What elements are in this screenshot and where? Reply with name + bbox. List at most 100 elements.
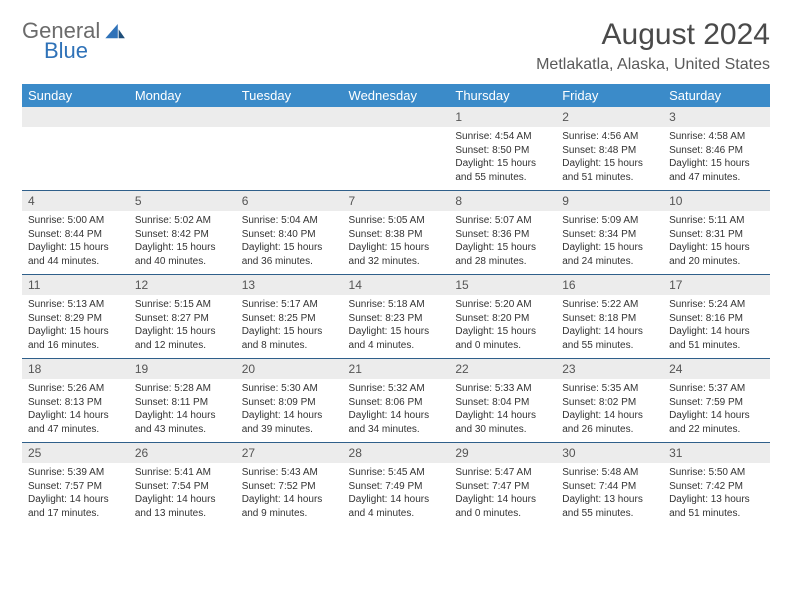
day-ss: Sunset: 8:20 PM bbox=[455, 312, 550, 326]
day-ss: Sunset: 7:44 PM bbox=[562, 480, 657, 494]
day-d2: and 51 minutes. bbox=[669, 507, 764, 521]
day-d1: Daylight: 14 hours bbox=[135, 409, 230, 423]
day-ss: Sunset: 8:16 PM bbox=[669, 312, 764, 326]
day-d1: Daylight: 15 hours bbox=[562, 241, 657, 255]
day-d1: Daylight: 15 hours bbox=[28, 325, 123, 339]
week-daynum-row: 45678910 bbox=[22, 191, 770, 212]
day-detail-cell: Sunrise: 5:07 AMSunset: 8:36 PMDaylight:… bbox=[449, 211, 556, 275]
day-d1: Daylight: 14 hours bbox=[135, 493, 230, 507]
day-detail-cell: Sunrise: 5:09 AMSunset: 8:34 PMDaylight:… bbox=[556, 211, 663, 275]
day-number-cell: 12 bbox=[129, 275, 236, 296]
day-sr: Sunrise: 5:07 AM bbox=[455, 214, 550, 228]
day-ss: Sunset: 8:25 PM bbox=[242, 312, 337, 326]
day-detail-cell: Sunrise: 5:35 AMSunset: 8:02 PMDaylight:… bbox=[556, 379, 663, 443]
day-d1: Daylight: 15 hours bbox=[455, 157, 550, 171]
day-number-cell: 25 bbox=[22, 443, 129, 464]
day-detail-cell: Sunrise: 5:45 AMSunset: 7:49 PMDaylight:… bbox=[343, 463, 450, 526]
day-ss: Sunset: 8:18 PM bbox=[562, 312, 657, 326]
day-d1: Daylight: 15 hours bbox=[242, 241, 337, 255]
day-d2: and 28 minutes. bbox=[455, 255, 550, 269]
day-number-cell: 11 bbox=[22, 275, 129, 296]
week-detail-row: Sunrise: 4:54 AMSunset: 8:50 PMDaylight:… bbox=[22, 127, 770, 191]
day-d1: Daylight: 13 hours bbox=[562, 493, 657, 507]
day-sr: Sunrise: 5:43 AM bbox=[242, 466, 337, 480]
day-number-cell: 4 bbox=[22, 191, 129, 212]
day-number-cell: 16 bbox=[556, 275, 663, 296]
day-ss: Sunset: 7:54 PM bbox=[135, 480, 230, 494]
day-d1: Daylight: 14 hours bbox=[28, 409, 123, 423]
day-sr: Sunrise: 5:24 AM bbox=[669, 298, 764, 312]
day-sr: Sunrise: 5:47 AM bbox=[455, 466, 550, 480]
day-header: Wednesday bbox=[343, 84, 450, 107]
day-number-cell: 8 bbox=[449, 191, 556, 212]
day-d1: Daylight: 14 hours bbox=[349, 409, 444, 423]
day-d2: and 20 minutes. bbox=[669, 255, 764, 269]
day-d2: and 24 minutes. bbox=[562, 255, 657, 269]
day-sr: Sunrise: 5:45 AM bbox=[349, 466, 444, 480]
day-d1: Daylight: 15 hours bbox=[455, 325, 550, 339]
day-detail-cell: Sunrise: 5:24 AMSunset: 8:16 PMDaylight:… bbox=[663, 295, 770, 359]
day-number-cell: 18 bbox=[22, 359, 129, 380]
day-d2: and 4 minutes. bbox=[349, 339, 444, 353]
day-ss: Sunset: 8:13 PM bbox=[28, 396, 123, 410]
day-sr: Sunrise: 5:32 AM bbox=[349, 382, 444, 396]
day-ss: Sunset: 8:27 PM bbox=[135, 312, 230, 326]
day-ss: Sunset: 7:52 PM bbox=[242, 480, 337, 494]
day-detail-cell: Sunrise: 5:13 AMSunset: 8:29 PMDaylight:… bbox=[22, 295, 129, 359]
day-d2: and 34 minutes. bbox=[349, 423, 444, 437]
calendar-table: Sunday Monday Tuesday Wednesday Thursday… bbox=[22, 84, 770, 526]
day-number-cell: 1 bbox=[449, 107, 556, 127]
day-number-cell: 2 bbox=[556, 107, 663, 127]
day-number-cell bbox=[236, 107, 343, 127]
day-detail-cell: Sunrise: 5:00 AMSunset: 8:44 PMDaylight:… bbox=[22, 211, 129, 275]
day-detail-cell: Sunrise: 5:43 AMSunset: 7:52 PMDaylight:… bbox=[236, 463, 343, 526]
day-sr: Sunrise: 4:56 AM bbox=[562, 130, 657, 144]
day-ss: Sunset: 7:42 PM bbox=[669, 480, 764, 494]
day-number-cell: 27 bbox=[236, 443, 343, 464]
day-ss: Sunset: 8:40 PM bbox=[242, 228, 337, 242]
day-number-cell bbox=[129, 107, 236, 127]
day-ss: Sunset: 8:34 PM bbox=[562, 228, 657, 242]
day-ss: Sunset: 8:44 PM bbox=[28, 228, 123, 242]
day-d1: Daylight: 14 hours bbox=[669, 409, 764, 423]
day-detail-cell: Sunrise: 5:26 AMSunset: 8:13 PMDaylight:… bbox=[22, 379, 129, 443]
day-sr: Sunrise: 5:02 AM bbox=[135, 214, 230, 228]
day-d2: and 51 minutes. bbox=[562, 171, 657, 185]
day-header: Sunday bbox=[22, 84, 129, 107]
day-detail-cell: Sunrise: 5:32 AMSunset: 8:06 PMDaylight:… bbox=[343, 379, 450, 443]
week-detail-row: Sunrise: 5:26 AMSunset: 8:13 PMDaylight:… bbox=[22, 379, 770, 443]
day-d1: Daylight: 15 hours bbox=[135, 325, 230, 339]
day-d1: Daylight: 15 hours bbox=[349, 325, 444, 339]
day-d2: and 51 minutes. bbox=[669, 339, 764, 353]
week-daynum-row: 123 bbox=[22, 107, 770, 127]
day-detail-cell: Sunrise: 5:22 AMSunset: 8:18 PMDaylight:… bbox=[556, 295, 663, 359]
day-sr: Sunrise: 5:26 AM bbox=[28, 382, 123, 396]
day-sr: Sunrise: 5:35 AM bbox=[562, 382, 657, 396]
day-header: Monday bbox=[129, 84, 236, 107]
week-daynum-row: 18192021222324 bbox=[22, 359, 770, 380]
day-number-cell: 23 bbox=[556, 359, 663, 380]
day-detail-cell: Sunrise: 5:28 AMSunset: 8:11 PMDaylight:… bbox=[129, 379, 236, 443]
day-d2: and 13 minutes. bbox=[135, 507, 230, 521]
day-sr: Sunrise: 5:09 AM bbox=[562, 214, 657, 228]
day-ss: Sunset: 8:36 PM bbox=[455, 228, 550, 242]
day-detail-cell: Sunrise: 4:54 AMSunset: 8:50 PMDaylight:… bbox=[449, 127, 556, 191]
day-d2: and 17 minutes. bbox=[28, 507, 123, 521]
day-detail-cell bbox=[236, 127, 343, 191]
day-d2: and 44 minutes. bbox=[28, 255, 123, 269]
day-detail-cell bbox=[343, 127, 450, 191]
day-detail-cell: Sunrise: 5:47 AMSunset: 7:47 PMDaylight:… bbox=[449, 463, 556, 526]
day-sr: Sunrise: 4:54 AM bbox=[455, 130, 550, 144]
day-d1: Daylight: 15 hours bbox=[669, 157, 764, 171]
day-sr: Sunrise: 5:11 AM bbox=[669, 214, 764, 228]
day-ss: Sunset: 7:59 PM bbox=[669, 396, 764, 410]
day-sr: Sunrise: 5:18 AM bbox=[349, 298, 444, 312]
day-d2: and 43 minutes. bbox=[135, 423, 230, 437]
day-header: Saturday bbox=[663, 84, 770, 107]
day-detail-cell: Sunrise: 5:39 AMSunset: 7:57 PMDaylight:… bbox=[22, 463, 129, 526]
day-ss: Sunset: 7:49 PM bbox=[349, 480, 444, 494]
day-d2: and 26 minutes. bbox=[562, 423, 657, 437]
day-detail-cell: Sunrise: 5:04 AMSunset: 8:40 PMDaylight:… bbox=[236, 211, 343, 275]
week-detail-row: Sunrise: 5:13 AMSunset: 8:29 PMDaylight:… bbox=[22, 295, 770, 359]
day-number-cell: 10 bbox=[663, 191, 770, 212]
